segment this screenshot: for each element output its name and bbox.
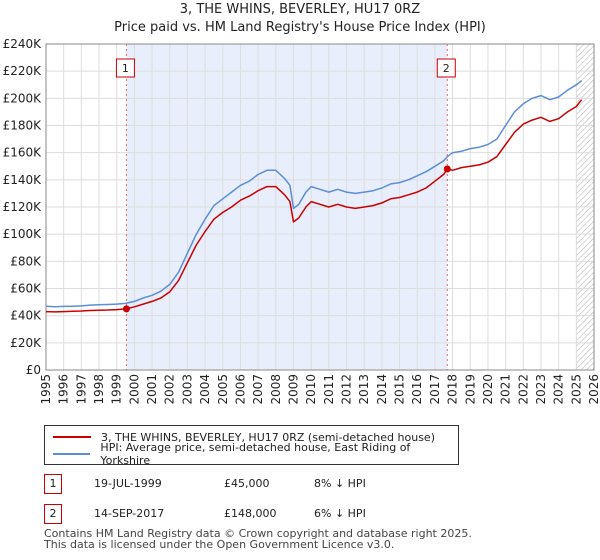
annotation-badge: [115, 58, 135, 78]
legend-swatch-price: [53, 436, 91, 438]
x-tick-label: 2003: [180, 374, 194, 405]
x-tick-label: 2018: [446, 374, 460, 405]
x-tick-label: 2005: [216, 374, 230, 405]
series-line-hpi: [45, 80, 583, 308]
series-line-price: [45, 99, 583, 313]
legend-item-hpi: HPI: Average price, semi-detached house,…: [53, 441, 458, 467]
x-tick-label: 1996: [57, 374, 71, 405]
y-tick-label: £240K: [3, 37, 43, 51]
x-tick-label: 2007: [251, 374, 265, 405]
x-tick-label: 1997: [74, 374, 88, 405]
y-tick-label: £120K: [3, 200, 43, 214]
transaction-hpi-diff: 6% ↓ HPI: [314, 507, 366, 520]
y-tick-label: £140K: [3, 173, 43, 187]
x-tick-label: 2026: [587, 374, 600, 405]
transaction-price: £148,000: [224, 507, 277, 520]
transaction-date: 14-SEP-2017: [94, 507, 165, 520]
x-tick-label: 2025: [569, 374, 583, 405]
x-tick-label: 2002: [163, 374, 177, 405]
annotation-label: 2: [443, 62, 450, 75]
x-tick-label: 2022: [516, 374, 530, 405]
transaction-date: 19-JUL-1999: [94, 477, 162, 490]
annotation-badge: [436, 58, 456, 78]
x-tick-label: 2013: [357, 374, 371, 405]
legend-label-price: 3, THE WHINS, BEVERLEY, HU17 0RZ (semi-d…: [101, 430, 435, 444]
transaction-badge: 2: [44, 504, 62, 524]
y-tick-label: £60K: [10, 282, 42, 296]
x-tick-label: 2006: [233, 374, 247, 405]
legend-swatch-hpi: [53, 453, 91, 455]
x-tick-label: 2011: [322, 374, 336, 405]
sale-point: [443, 165, 451, 173]
y-tick-label: £200K: [3, 91, 43, 105]
x-tick-label: 1995: [39, 374, 53, 405]
x-tick-label: 1998: [92, 374, 106, 405]
footer: Contains HM Land Registry data © Crown c…: [44, 528, 472, 550]
x-tick-label: 2001: [145, 374, 159, 405]
x-tick-label: 2004: [198, 374, 212, 405]
x-tick-label: 2008: [269, 374, 283, 405]
x-tick-label: 2017: [428, 374, 442, 405]
x-tick-label: 2023: [534, 374, 548, 405]
sale-point: [122, 305, 130, 313]
legend-label-hpi: HPI: Average price, semi-detached house,…: [100, 441, 411, 467]
transaction-row: 1 19-JUL-1999 £45,000 8% ↓ HPI: [44, 474, 444, 494]
x-tick-label: 2014: [375, 374, 389, 405]
price-chart: £0 £20K £40K £60K £80K £100K £120K £140K £160K £1…: [3, 37, 600, 405]
x-tick-label: 2015: [393, 374, 407, 405]
x-tick-label: 2019: [463, 374, 477, 405]
transaction-hpi-diff: 8% ↓ HPI: [314, 477, 366, 490]
y-tick-label: £0: [26, 363, 41, 377]
y-tick-label: £180K: [3, 119, 43, 133]
x-tick-label: 2010: [304, 374, 318, 405]
x-tick-label: 2024: [552, 374, 566, 405]
transaction-badge: 1: [44, 474, 62, 494]
legend-item-price: 3, THE WHINS, BEVERLEY, HU17 0RZ (semi-d…: [53, 429, 435, 445]
x-tick-label: 2009: [286, 374, 300, 405]
plot-frame: [45, 43, 595, 371]
y-tick-label: £220K: [3, 64, 43, 78]
footer-copyright: Contains HM Land Registry data © Crown c…: [44, 527, 472, 540]
y-tick-label: £40K: [10, 309, 42, 323]
annotation-label: 1: [122, 62, 129, 75]
y-tick-label: £100K: [3, 227, 43, 241]
transaction-row: 2 14-SEP-2017 £148,000 6% ↓ HPI: [44, 504, 444, 524]
footer-licence: This data is licensed under the Open Gov…: [44, 538, 395, 551]
x-tick-label: 2021: [499, 374, 513, 405]
transaction-price: £45,000: [224, 477, 270, 490]
x-tick-label: 2000: [127, 374, 141, 405]
y-tick-label: £80K: [10, 254, 42, 268]
x-tick-label: 1999: [110, 374, 124, 405]
chart-title: 3, THE WHINS, BEVERLEY, HU17 0RZ: [179, 2, 421, 17]
y-tick-label: £20K: [10, 336, 42, 350]
x-tick-label: 2020: [481, 374, 495, 405]
x-tick-label: 2012: [340, 374, 354, 405]
x-tick-label: 2016: [410, 374, 424, 405]
y-tick-label: £160K: [3, 146, 43, 160]
chart-subtitle: Price paid vs. HM Land Registry's House …: [114, 20, 486, 35]
legend: 3, THE WHINS, BEVERLEY, HU17 0RZ (semi-d…: [44, 425, 459, 467]
